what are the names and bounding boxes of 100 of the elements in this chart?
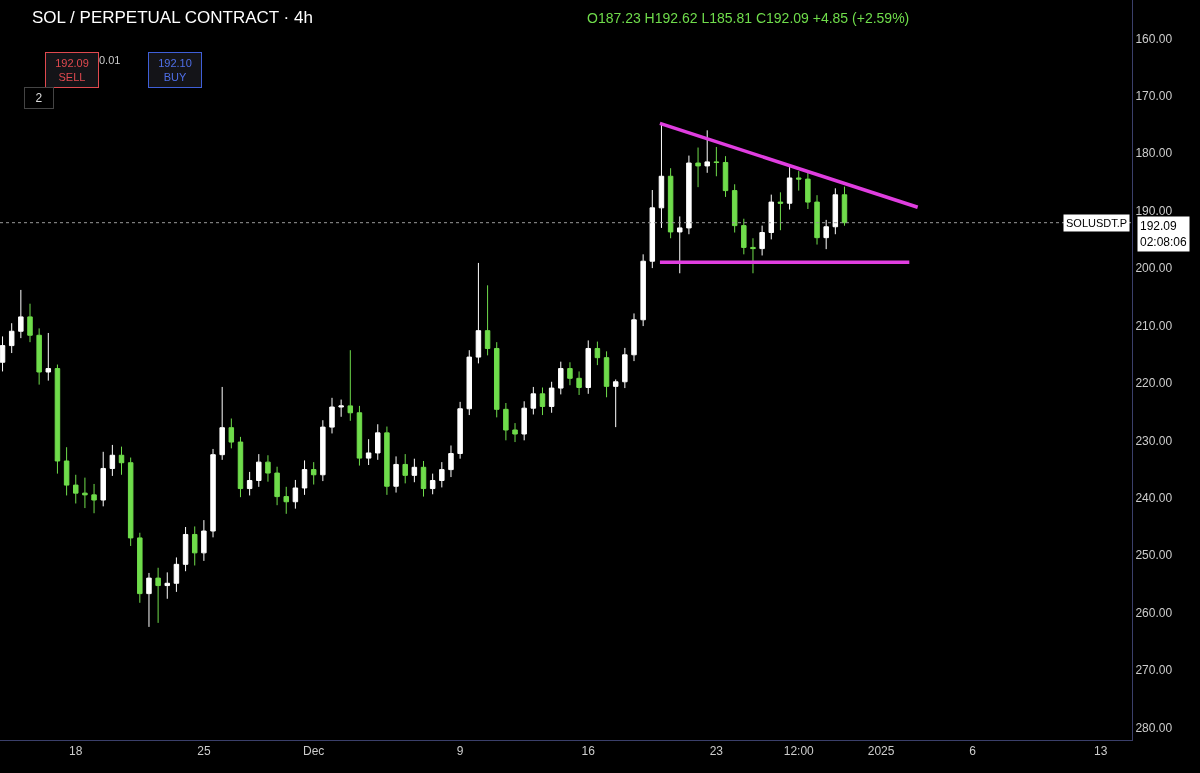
candlestick bbox=[338, 399, 344, 418]
candlestick bbox=[457, 401, 463, 460]
ref-line-label: SOLUSDT.P bbox=[1066, 217, 1128, 229]
candlestick bbox=[18, 289, 24, 339]
y-tick-label: 200.00 bbox=[1135, 261, 1173, 276]
candlestick bbox=[127, 457, 134, 547]
y-tick-label: 240.00 bbox=[1135, 490, 1173, 505]
annotation: BUY bbox=[163, 71, 187, 84]
candlestick bbox=[73, 474, 79, 504]
y-tick-label: 160.00 bbox=[1135, 31, 1173, 46]
candlestick bbox=[155, 567, 161, 624]
candlestick bbox=[118, 446, 125, 476]
annotation: SELL bbox=[58, 71, 86, 84]
candlestick bbox=[731, 183, 738, 234]
candlestick bbox=[146, 572, 152, 628]
candlestick bbox=[722, 155, 729, 198]
candlestick bbox=[667, 167, 674, 239]
candlestick bbox=[173, 556, 180, 593]
text: 192.09 bbox=[1140, 219, 1178, 233]
candlestick bbox=[210, 448, 216, 538]
candlestick bbox=[91, 483, 97, 514]
candlestick bbox=[704, 129, 710, 174]
x-tick-label: 23 bbox=[709, 744, 724, 759]
candlestick bbox=[137, 532, 143, 604]
candlestick bbox=[484, 284, 491, 356]
candlestick bbox=[292, 479, 299, 510]
text: SOL / PERPETUAL CONTRACT · 4h bbox=[32, 8, 313, 27]
candlestick bbox=[347, 349, 354, 422]
candlestick bbox=[832, 187, 839, 235]
x-tick-label: 16 bbox=[581, 744, 596, 759]
x-tick-label: 9 bbox=[456, 744, 464, 759]
candlestick bbox=[375, 423, 381, 461]
candlestick bbox=[558, 361, 564, 395]
candlestick bbox=[594, 341, 601, 366]
candlestick bbox=[301, 459, 308, 496]
candlestick bbox=[713, 146, 720, 177]
candlestick bbox=[548, 381, 555, 414]
candlestick bbox=[631, 312, 637, 362]
annotation: 0.01 bbox=[99, 54, 121, 66]
x-tick-label: 25 bbox=[197, 744, 211, 759]
candlestick bbox=[768, 194, 775, 240]
candlestick bbox=[256, 453, 262, 488]
candlestick bbox=[100, 451, 106, 507]
candlestick bbox=[686, 155, 692, 235]
candlestick bbox=[63, 446, 70, 496]
candlestick bbox=[27, 303, 33, 343]
candlestick bbox=[164, 571, 171, 600]
candlestick bbox=[402, 453, 408, 484]
annotation: 192.10 bbox=[158, 57, 192, 69]
candlestick bbox=[493, 341, 500, 418]
candlestick bbox=[36, 327, 42, 386]
candlestick bbox=[521, 400, 527, 441]
candlestick bbox=[695, 147, 701, 188]
candlestick bbox=[777, 191, 784, 231]
candlestick bbox=[54, 364, 61, 475]
x-tick-label: Dec bbox=[303, 744, 325, 759]
candlestick bbox=[466, 349, 473, 416]
candlestick bbox=[310, 461, 317, 486]
candlestick bbox=[439, 461, 445, 488]
y-tick-label: 270.00 bbox=[1135, 663, 1173, 678]
y-tick-label: 230.00 bbox=[1135, 433, 1173, 448]
x-tick-label: 12:00 bbox=[783, 744, 815, 759]
candlestick bbox=[320, 419, 326, 482]
x-tick-label: 18 bbox=[69, 744, 83, 759]
y-tick-label: 170.00 bbox=[1135, 89, 1173, 104]
candlestick bbox=[786, 166, 793, 211]
y-tick-label: 250.00 bbox=[1135, 548, 1173, 563]
candlestick bbox=[8, 322, 15, 354]
x-tick-label: 13 bbox=[1094, 744, 1108, 759]
candlestick bbox=[658, 123, 665, 229]
text: 02:08:06 bbox=[1140, 234, 1188, 249]
candlestick bbox=[475, 262, 482, 364]
candlestick bbox=[411, 458, 418, 483]
candlestick bbox=[420, 460, 427, 498]
text: O187.23 H192.62 L185.81 C192.09 +4.85 (+2.59%) bbox=[587, 10, 910, 26]
candlestick bbox=[246, 471, 253, 496]
candlestick bbox=[429, 473, 436, 495]
y-tick-label: 280.00 bbox=[1135, 720, 1173, 735]
candlestick bbox=[567, 361, 573, 386]
candlestick bbox=[0, 335, 6, 372]
candlestick bbox=[384, 426, 390, 496]
y-tick-label: 260.00 bbox=[1135, 605, 1173, 620]
candlestick bbox=[283, 486, 289, 515]
candlestick bbox=[814, 194, 820, 246]
x-tick-label: 2025 bbox=[867, 744, 895, 759]
y-tick-label: 190.00 bbox=[1135, 203, 1173, 218]
x-tick-label: 6 bbox=[969, 744, 977, 759]
candlestick bbox=[228, 418, 235, 449]
candlestick bbox=[539, 387, 546, 416]
y-tick-label: 210.00 bbox=[1135, 318, 1173, 333]
candlestick bbox=[759, 225, 765, 256]
candlestick bbox=[274, 466, 280, 506]
candlestick bbox=[823, 219, 829, 250]
candlestick bbox=[237, 436, 244, 498]
candlestick bbox=[805, 171, 811, 210]
candlestick bbox=[622, 347, 628, 389]
candlestick bbox=[448, 444, 454, 478]
candlestick bbox=[182, 526, 189, 572]
candlestick bbox=[393, 455, 399, 494]
y-tick-label: 220.00 bbox=[1135, 376, 1173, 391]
